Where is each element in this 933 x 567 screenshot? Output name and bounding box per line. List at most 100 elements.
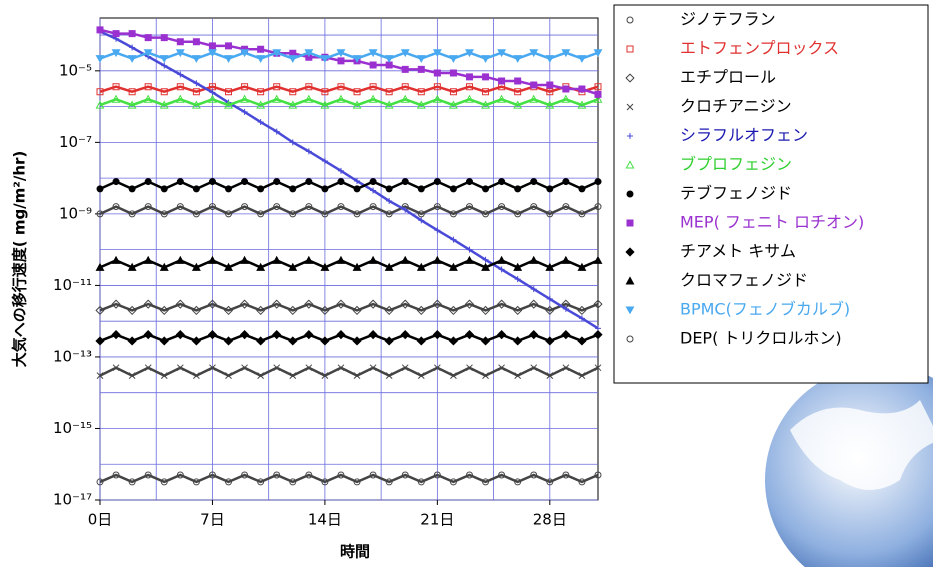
marker [449,88,457,96]
marker [513,305,523,316]
marker [530,81,538,89]
legend-label: テブフェノジド [680,184,792,203]
legend-marker [626,335,634,343]
marker [416,55,426,63]
marker [208,83,216,91]
legend-marker [626,103,634,111]
marker [191,305,201,316]
marker [144,471,152,479]
marker [418,217,425,224]
marker [240,255,250,264]
marker [464,299,475,309]
x-tick-label: 14日 [308,511,342,529]
marker [288,100,298,109]
marker [497,94,507,103]
marker [400,299,410,309]
marker [385,210,393,218]
marker [304,49,314,58]
marker [239,330,250,340]
marker [256,262,266,271]
marker [305,83,313,91]
marker [336,255,346,264]
marker [257,119,264,126]
marker [466,246,473,253]
legend-marker [625,160,635,169]
marker [480,336,491,346]
marker [96,210,104,218]
marker [369,203,377,211]
marker [368,330,378,340]
legend-label: DEP( トリクロルホン) [680,329,842,348]
marker [159,262,169,271]
marker [128,185,136,193]
marker [127,336,137,346]
marker [112,178,120,186]
marker [498,77,506,85]
marker [288,262,298,271]
marker [305,364,313,372]
marker [176,471,184,479]
marker [369,364,377,372]
legend-marker [626,219,634,227]
marker [448,55,458,63]
marker [578,85,586,93]
marker [433,178,441,186]
marker [273,128,280,135]
marker [304,94,314,103]
marker [289,88,297,96]
marker [432,299,442,309]
marker [336,94,346,103]
marker [96,26,104,34]
series [96,178,602,193]
marker [578,210,586,218]
marker [562,178,570,186]
marker [448,100,458,109]
marker [176,364,184,372]
marker [337,203,345,211]
marker [593,330,603,340]
marker [434,364,441,372]
legend-label: シラフルオフェン [680,126,808,145]
legend-label: ブプロフェジン [680,155,792,174]
marker [417,88,425,96]
marker [192,185,200,193]
marker [481,55,491,63]
marker [448,262,458,271]
marker [288,305,298,316]
marker [192,478,200,486]
marker [385,61,393,69]
marker [305,203,313,211]
marker [256,336,266,346]
marker [593,255,603,264]
marker [385,185,393,193]
marker [175,330,185,340]
marker [482,372,489,379]
marker [450,372,457,379]
marker [209,364,216,372]
marker [191,262,201,271]
marker [353,478,361,486]
marker [208,203,216,211]
marker [402,206,409,213]
marker [143,255,153,264]
marker [176,178,184,186]
marker [192,210,200,218]
marker [514,210,522,218]
marker [112,364,120,372]
marker [546,88,554,96]
marker [594,90,602,98]
marker [416,262,426,271]
marker [192,38,200,46]
marker [433,203,441,211]
marker [514,478,522,486]
marker [95,262,105,271]
legend-label: エトフェンプロックス [680,39,839,58]
y-tick-label: 10⁻⁵ [59,61,92,79]
marker [465,73,473,81]
marker [465,94,474,103]
marker [127,55,137,63]
marker [417,372,425,379]
marker [257,88,265,96]
marker [432,49,442,58]
marker [417,478,425,486]
